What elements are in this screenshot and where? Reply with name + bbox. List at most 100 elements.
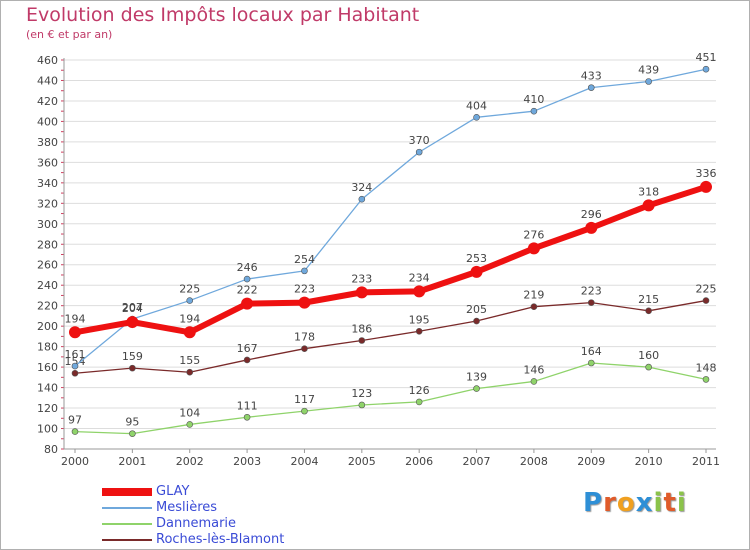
data-label: 296 [581, 208, 602, 221]
logo-letter: t [663, 488, 677, 518]
x-tick-label: 2006 [405, 455, 433, 468]
data-label: 139 [466, 371, 487, 384]
data-label: 95 [125, 416, 139, 429]
data-label: 439 [638, 63, 659, 76]
y-tick-label: 300 [37, 218, 58, 231]
data-label: 154 [65, 355, 86, 368]
data-point [301, 267, 308, 275]
data-point [355, 286, 368, 299]
data-label: 186 [351, 322, 372, 335]
y-tick-label: 440 [37, 74, 58, 87]
data-label: 207 [122, 301, 143, 314]
data-label: 167 [237, 342, 258, 355]
data-point [186, 368, 194, 376]
data-label: 194 [65, 312, 86, 325]
y-tick-label: 180 [37, 341, 58, 354]
data-label: 164 [581, 345, 602, 358]
data-point [358, 337, 366, 344]
data-point [186, 421, 194, 428]
series-line [74, 299, 707, 374]
data-point [69, 326, 81, 339]
data-point [530, 107, 538, 115]
series-line [74, 362, 707, 435]
logo-letter: o [616, 488, 636, 518]
data-point [413, 285, 426, 298]
legend-swatch [102, 523, 152, 525]
data-point [645, 363, 652, 371]
data-point [183, 326, 196, 339]
x-tick-label: 2010 [635, 455, 663, 468]
data-point [241, 297, 254, 310]
legend-swatch [102, 507, 152, 509]
series-line [74, 184, 707, 336]
y-tick-label: 380 [37, 136, 58, 149]
legend-label: Meslières [156, 500, 218, 515]
data-label: 194 [179, 312, 200, 325]
data-label: 223 [294, 283, 315, 296]
plot-area [64, 58, 716, 449]
data-label: 451 [696, 51, 717, 64]
data-label: 225 [179, 283, 200, 296]
data-point [129, 430, 136, 437]
data-label: 336 [696, 167, 717, 180]
data-point [415, 148, 423, 156]
data-label: 219 [523, 289, 544, 302]
data-label: 148 [696, 361, 717, 374]
data-label: 161 [65, 348, 86, 361]
data-label: 324 [351, 181, 372, 194]
data-point [129, 364, 136, 372]
data-point [530, 303, 538, 311]
data-point [71, 369, 79, 377]
data-point [358, 401, 366, 409]
data-point [585, 221, 598, 234]
data-point [645, 78, 652, 85]
y-tick-label: 320 [37, 197, 58, 210]
legend-label: GLAY [156, 484, 190, 499]
legend-label: Dannemarie [156, 516, 237, 531]
y-tick-label: 160 [37, 361, 58, 374]
x-tick-label: 2009 [577, 455, 605, 468]
data-point [301, 345, 308, 352]
data-label: 97 [68, 414, 82, 427]
logo-letter: P [583, 488, 604, 518]
y-tick-label: 120 [37, 402, 58, 415]
y-tick-label: 280 [37, 238, 58, 251]
y-tick-label: 200 [37, 320, 58, 333]
legend-swatch [102, 539, 152, 541]
data-label: 225 [696, 283, 717, 296]
data-point [186, 297, 194, 304]
data-label: 433 [581, 70, 602, 83]
data-label: 404 [466, 99, 487, 112]
data-point [587, 359, 595, 367]
data-point [587, 299, 595, 306]
chart-subtitle: (en € et par an) [26, 28, 113, 41]
data-point [243, 413, 251, 421]
x-tick-label: 2003 [233, 455, 261, 468]
data-point [415, 327, 423, 335]
data-label: 254 [294, 253, 315, 266]
data-point [702, 297, 710, 304]
logo-letter: i [676, 488, 687, 518]
data-label: 111 [237, 399, 258, 412]
data-point [71, 362, 79, 370]
data-point [702, 65, 710, 73]
data-label: 233 [351, 272, 372, 285]
data-label: 204 [122, 302, 143, 315]
y-tick-label: 460 [37, 54, 58, 67]
data-point [527, 242, 540, 255]
y-tick-label: 80 [44, 443, 58, 456]
data-point [702, 376, 710, 383]
data-point [645, 307, 652, 315]
data-label: 178 [294, 331, 315, 344]
data-label: 195 [409, 313, 430, 326]
data-point [642, 199, 655, 212]
data-label: 123 [351, 387, 372, 400]
y-tick-label: 220 [37, 300, 58, 313]
data-point [700, 180, 712, 193]
data-label: 146 [523, 363, 544, 376]
data-label: 215 [638, 293, 659, 306]
data-label: 104 [179, 406, 200, 419]
y-tick-label: 360 [37, 156, 58, 169]
logo-letter: i [653, 488, 664, 518]
